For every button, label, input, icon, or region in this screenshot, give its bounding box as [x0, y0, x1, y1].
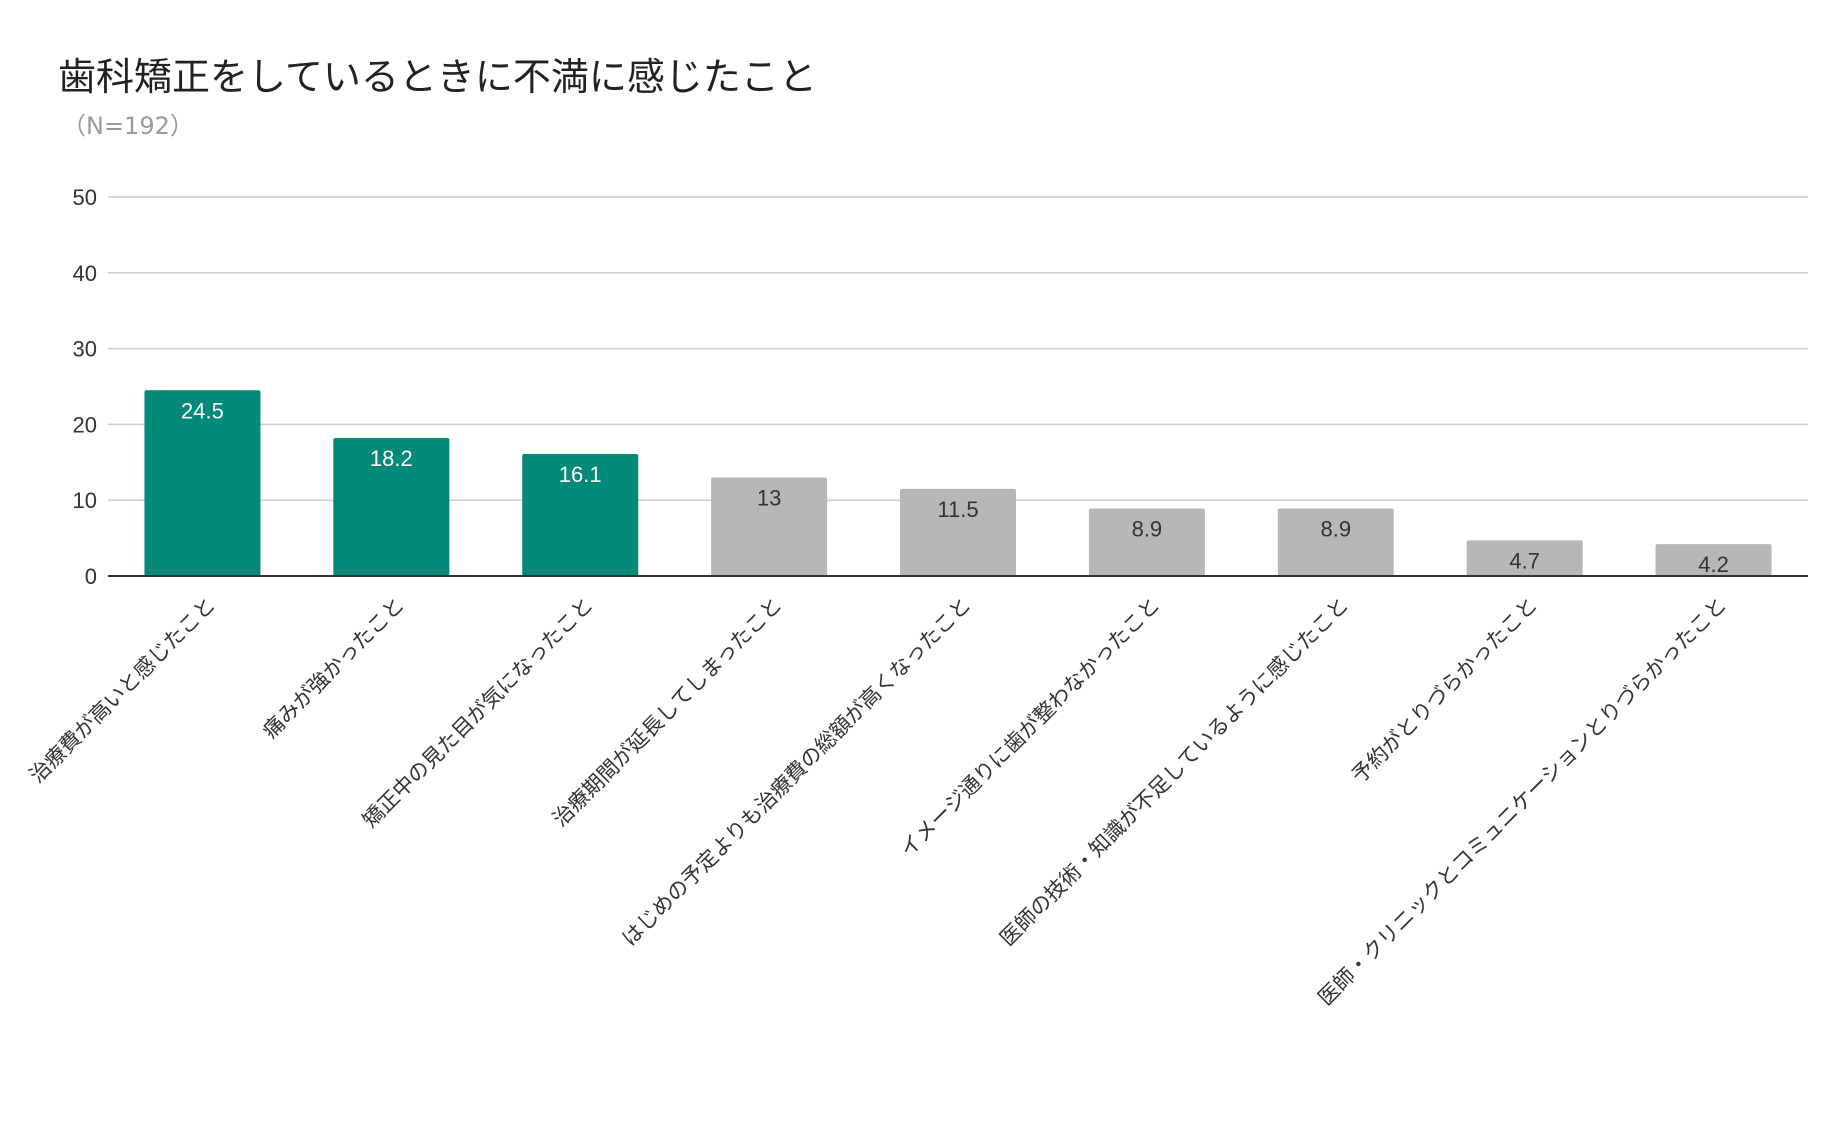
bar: [1655, 544, 1772, 576]
x-category-label: 治療費が高いと感じたこと: [25, 593, 220, 788]
data-label: 4.7: [1509, 548, 1540, 573]
bar: [333, 438, 450, 576]
x-category-label: 医師・クリニックとコミュニケーションとりづらかったこと: [1313, 593, 1731, 1011]
category-labels: 治療費が高いと感じたこと 痛みが強かったこと矯正中の見た目が気になったこと治療期間…: [25, 593, 1731, 1011]
bar: [1466, 540, 1583, 576]
bar: [900, 488, 1016, 576]
data-label: 16.1: [559, 462, 602, 487]
y-tick-label: 0: [85, 564, 97, 589]
chart-subtitle: （N=192）: [62, 112, 194, 140]
x-category-label: 痛みが強かったこと: [258, 593, 409, 744]
data-labels: 24.5 18.2 16.1 13 11.5 8.9 8.9 4.7 4.2: [181, 398, 1729, 577]
data-label: 11.5: [937, 497, 978, 522]
y-tick-label: 50: [73, 185, 97, 210]
data-label: 4.2: [1698, 552, 1729, 577]
x-category-label: 矯正中の見た目が気になったこと: [358, 593, 598, 833]
bar: [1277, 508, 1394, 576]
bar: [711, 477, 828, 576]
y-tick-label: 30: [73, 337, 97, 362]
data-label: 8.9: [1320, 517, 1351, 542]
data-label: 24.5: [181, 398, 224, 423]
x-category-label: 治療期間が延長してしまったこと: [548, 593, 787, 832]
bar: [522, 453, 639, 576]
data-label: 8.9: [1132, 517, 1163, 542]
data-label: 13: [757, 485, 781, 510]
y-axis-ticks: 0 10 20 30 40 50: [73, 185, 97, 589]
bars: [144, 390, 1772, 576]
y-tick-label: 40: [73, 261, 97, 286]
gridlines: [108, 196, 1808, 501]
bar: [1088, 508, 1205, 576]
y-tick-label: 20: [73, 412, 97, 437]
x-category-label: はじめの予定よりも治療費の総額が高くなったこと: [617, 593, 975, 951]
x-category-label: 予約がとりづらかったこと: [1347, 593, 1542, 788]
y-tick-label: 10: [73, 488, 97, 513]
bar: [144, 390, 261, 576]
data-label: 18.2: [370, 446, 413, 471]
chart-title: 歯科矯正をしているときに不満に感じたこと: [58, 55, 817, 99]
x-category-label: 医師の技術・知識が不足しているように感じたこと: [995, 593, 1353, 951]
